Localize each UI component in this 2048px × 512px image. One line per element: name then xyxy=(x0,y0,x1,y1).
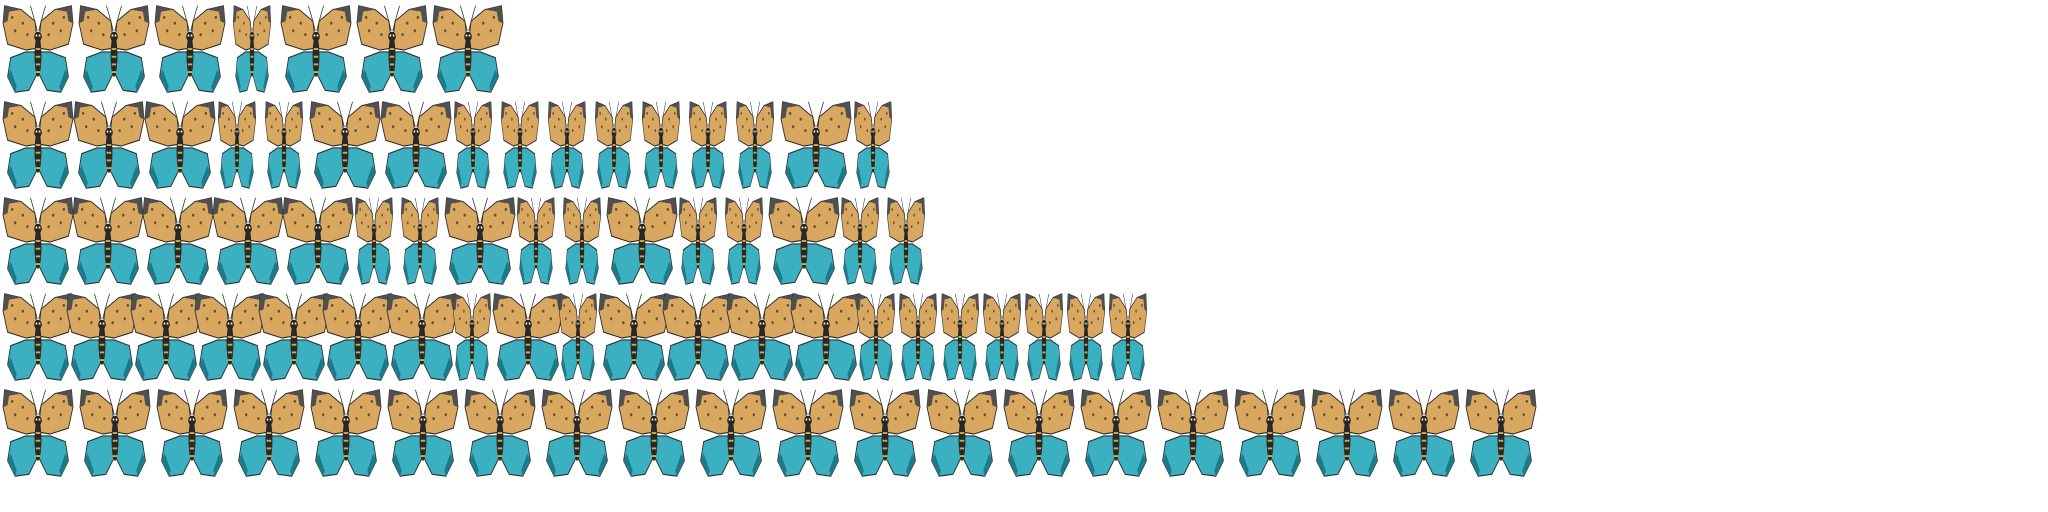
butterfly-sprite-frame xyxy=(210,194,286,290)
butterfly-sprite-frame xyxy=(660,290,736,386)
butterfly-sprite-frame xyxy=(378,98,454,194)
butterfly-sprite-frame xyxy=(512,194,560,290)
butterfly-sprite-frame xyxy=(354,2,430,98)
butterfly-sprite-frame xyxy=(385,386,461,482)
butterfly-sprite-frame xyxy=(152,2,228,98)
butterfly-sprite-frame xyxy=(64,290,140,386)
butterfly-sprite-frame xyxy=(140,194,216,290)
butterfly-sprite-frame xyxy=(213,98,261,194)
butterfly-sprite-frame xyxy=(1104,290,1152,386)
butterfly-sprite-frame xyxy=(307,98,383,194)
butterfly-sprite-frame xyxy=(278,2,354,98)
butterfly-sprite-frame xyxy=(77,386,153,482)
butterfly-sprite-frame xyxy=(0,98,76,194)
butterfly-sprite-frame xyxy=(596,290,672,386)
butterfly-sprite-frame xyxy=(449,98,497,194)
butterfly-sprite-frame xyxy=(0,290,76,386)
butterfly-sprite-frame xyxy=(849,98,897,194)
butterfly-sprite-frame xyxy=(924,386,1000,482)
butterfly-sprite-frame xyxy=(448,290,496,386)
butterfly-sprite-frame xyxy=(0,2,76,98)
butterfly-sprite-frame xyxy=(852,290,900,386)
butterfly-sprite-frame xyxy=(396,194,444,290)
butterfly-sprite-frame xyxy=(770,386,846,482)
butterfly-sprite-frame xyxy=(384,290,460,386)
butterfly-sprite-frame xyxy=(76,2,152,98)
butterfly-sprite-frame xyxy=(539,386,615,482)
butterfly-sprite-frame xyxy=(320,290,396,386)
butterfly-sprite-frame xyxy=(554,290,602,386)
butterfly-sprite-frame xyxy=(847,386,923,482)
butterfly-sprite-frame xyxy=(720,194,768,290)
butterfly-sprite-frame xyxy=(978,290,1026,386)
butterfly-sprite-frame xyxy=(590,98,638,194)
butterfly-sprite-frame xyxy=(637,98,685,194)
butterfly-sprite-frame xyxy=(1309,386,1385,482)
butterfly-sprite-frame xyxy=(1386,386,1462,482)
butterfly-sprite-frame xyxy=(836,194,884,290)
butterfly-sprite-frame xyxy=(308,386,384,482)
butterfly-sprite-frame xyxy=(788,290,864,386)
butterfly-sprite-frame xyxy=(192,290,268,386)
butterfly-sprite-frame xyxy=(142,98,218,194)
butterfly-sprite-frame xyxy=(71,98,147,194)
butterfly-sprite-frame xyxy=(778,98,854,194)
butterfly-sprite-frame xyxy=(256,290,332,386)
butterfly-sprite-frame xyxy=(882,194,930,290)
butterfly-sprite-frame xyxy=(616,386,692,482)
butterfly-sprite-frame xyxy=(128,290,204,386)
butterfly-sprite-frame xyxy=(260,98,308,194)
butterfly-sprite-frame xyxy=(674,194,722,290)
butterfly-sprite-frame xyxy=(496,98,544,194)
butterfly-sprite-frame xyxy=(543,98,591,194)
butterfly-sprite-frame xyxy=(442,194,518,290)
butterfly-sprite-frame xyxy=(684,98,732,194)
butterfly-sprite-frame xyxy=(724,290,800,386)
butterfly-sprite-frame xyxy=(430,2,506,98)
butterfly-sprite-frame xyxy=(70,194,146,290)
butterfly-sprite-frame xyxy=(1020,290,1068,386)
butterfly-sprite-frame xyxy=(558,194,606,290)
butterfly-sprite-frame xyxy=(350,194,398,290)
butterfly-sprite-frame xyxy=(231,386,307,482)
butterfly-sprite-frame xyxy=(604,194,680,290)
butterfly-sprite-frame xyxy=(1155,386,1231,482)
butterfly-sprite-frame xyxy=(936,290,984,386)
butterfly-sprite-frame xyxy=(0,386,76,482)
butterfly-sprite-frame xyxy=(894,290,942,386)
butterfly-sprite-frame xyxy=(280,194,356,290)
butterfly-sprite-frame xyxy=(1232,386,1308,482)
butterfly-sprite-frame xyxy=(228,2,276,98)
butterfly-sprite-frame xyxy=(766,194,842,290)
butterfly-sprite-frame xyxy=(1001,386,1077,482)
butterfly-sprite-frame xyxy=(1463,386,1539,482)
butterfly-sprite-frame xyxy=(462,386,538,482)
butterfly-sprite-frame xyxy=(0,194,76,290)
butterfly-sprite-frame xyxy=(693,386,769,482)
butterfly-sprite-frame xyxy=(154,386,230,482)
butterfly-sprite-frame xyxy=(490,290,566,386)
butterfly-sprite-frame xyxy=(1078,386,1154,482)
butterfly-sprite-frame xyxy=(1062,290,1110,386)
butterfly-sprite-frame xyxy=(731,98,779,194)
